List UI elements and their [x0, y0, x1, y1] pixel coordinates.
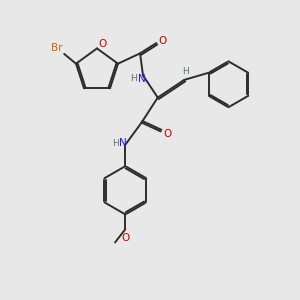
Text: O: O: [98, 39, 106, 49]
Text: H: H: [112, 139, 118, 148]
Text: O: O: [121, 233, 130, 243]
Text: Br: Br: [51, 43, 63, 53]
Text: H: H: [130, 74, 137, 83]
Text: N: N: [118, 138, 126, 148]
Text: N: N: [138, 74, 146, 84]
Text: O: O: [163, 129, 171, 139]
Text: O: O: [159, 36, 167, 46]
Text: H: H: [182, 67, 189, 76]
